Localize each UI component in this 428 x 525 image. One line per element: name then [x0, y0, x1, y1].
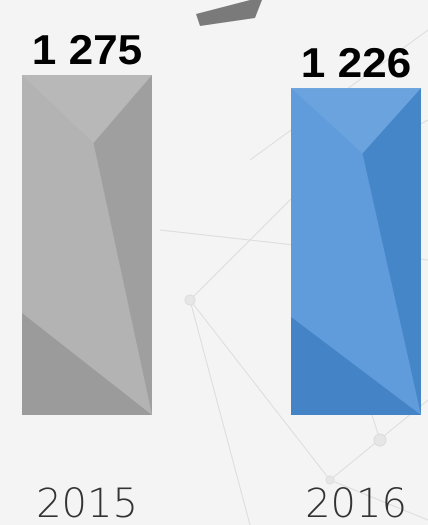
value-label: 1 275: [32, 26, 143, 73]
bar-facet: [362, 88, 421, 416]
bar: [291, 88, 421, 416]
network-node: [184, 294, 196, 306]
bar-facet: [22, 75, 152, 415]
bar-facet: [22, 313, 152, 415]
network-node: [373, 433, 387, 447]
bar-facet: [291, 88, 421, 154]
category-label: 2015: [36, 481, 138, 525]
network-node: [325, 475, 335, 485]
value-label: 1 226: [301, 39, 412, 86]
arrow: [196, 0, 262, 26]
bar: [22, 75, 152, 415]
bar-facet: [93, 75, 152, 415]
category-label: 2016: [305, 481, 407, 525]
bar-facet: [291, 316, 421, 415]
bar-facet: [291, 88, 421, 416]
bar-facet: [22, 75, 152, 143]
